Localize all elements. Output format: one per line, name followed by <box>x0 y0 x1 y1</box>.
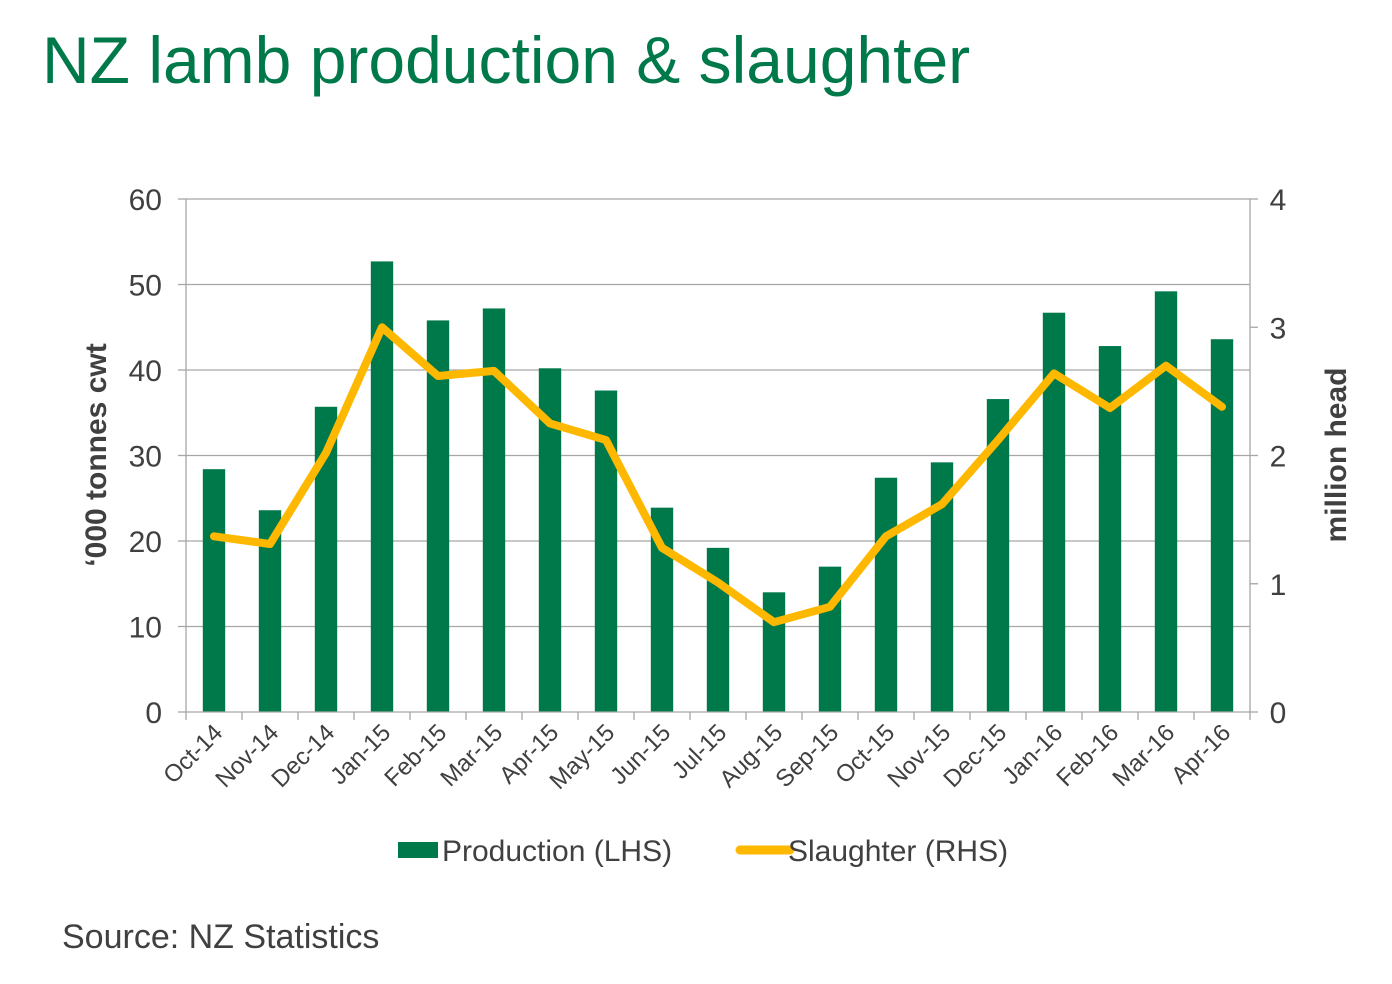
x-category-label: Feb-15 <box>379 719 452 792</box>
point-slaughter <box>1220 404 1224 409</box>
y-left-tick-label: 40 <box>129 355 162 388</box>
x-category-label: Mar-15 <box>435 719 508 792</box>
bar-production <box>370 261 394 712</box>
bar-production <box>1042 312 1066 712</box>
page-title: NZ lamb production & slaughter <box>42 23 971 97</box>
x-category-label: Sep-15 <box>770 719 844 793</box>
legend: Production (LHS) Slaughter (RHS) <box>398 835 1008 868</box>
bar-production <box>426 320 450 712</box>
point-slaughter <box>380 325 384 330</box>
bar-production <box>258 510 282 712</box>
legend-label-production: Production (LHS) <box>442 835 672 868</box>
y-axis-left-title: ‘000 tonnes cwt <box>80 343 113 566</box>
point-slaughter <box>436 373 440 378</box>
point-slaughter <box>716 580 720 585</box>
legend-label-slaughter: Slaughter (RHS) <box>788 835 1008 868</box>
y-left-tick-label: 60 <box>129 184 162 217</box>
bar-production <box>1154 291 1178 712</box>
point-slaughter <box>660 545 664 550</box>
source-note: Source: NZ Statistics <box>62 918 380 956</box>
x-category-label: Dec-15 <box>938 719 1012 793</box>
point-slaughter <box>996 438 1000 443</box>
point-slaughter <box>212 534 216 539</box>
x-category-label: Mar-16 <box>1107 719 1180 792</box>
bar-production <box>874 477 898 712</box>
y-left-tick-label: 10 <box>129 612 162 645</box>
y-left-tick-label: 50 <box>129 270 162 303</box>
point-slaughter <box>604 438 608 443</box>
y-left-tick-label: 0 <box>145 697 162 730</box>
bar-production <box>986 399 1010 712</box>
point-slaughter <box>1108 406 1112 411</box>
bar-production <box>1210 339 1234 712</box>
slaughter-line <box>210 323 1226 627</box>
x-category-label: Dec-14 <box>266 719 340 793</box>
bar-production <box>482 308 506 712</box>
point-slaughter <box>492 368 496 373</box>
point-slaughter <box>548 421 552 426</box>
bar-production <box>202 469 226 712</box>
point-slaughter <box>1052 371 1056 376</box>
y-right-tick-label: 1 <box>1270 569 1287 602</box>
bar-production <box>538 368 562 712</box>
legend-swatch-production <box>398 842 438 858</box>
bar-production <box>706 547 730 712</box>
y-right-tick-label: 4 <box>1270 184 1287 217</box>
bar-production <box>762 592 786 712</box>
bar-production <box>314 406 338 712</box>
line-slaughter <box>210 323 1226 627</box>
point-slaughter <box>772 620 776 625</box>
bar-production <box>818 566 842 712</box>
bar-production <box>1098 346 1122 712</box>
y-left-tick-label: 30 <box>129 441 162 474</box>
bar-production <box>650 507 674 712</box>
y-right-tick-label: 3 <box>1270 312 1287 345</box>
production-bars <box>202 261 1234 712</box>
y-left-tick-label: 20 <box>129 526 162 559</box>
axes <box>178 198 1258 720</box>
bar-production <box>930 462 954 712</box>
y-axis-right-title: million head <box>1320 367 1353 542</box>
x-category-label: Jun-15 <box>605 719 676 790</box>
point-slaughter <box>940 502 944 507</box>
point-slaughter <box>884 534 888 539</box>
point-slaughter <box>828 604 832 609</box>
point-slaughter <box>268 541 272 546</box>
point-slaughter <box>1164 363 1168 368</box>
point-slaughter <box>324 450 328 455</box>
y-right-tick-label: 2 <box>1270 441 1287 474</box>
x-category-label: Feb-16 <box>1051 719 1124 792</box>
x-category-label: Apr-16 <box>1166 719 1236 789</box>
bar-production <box>594 390 618 712</box>
y-right-tick-label: 0 <box>1270 697 1287 730</box>
